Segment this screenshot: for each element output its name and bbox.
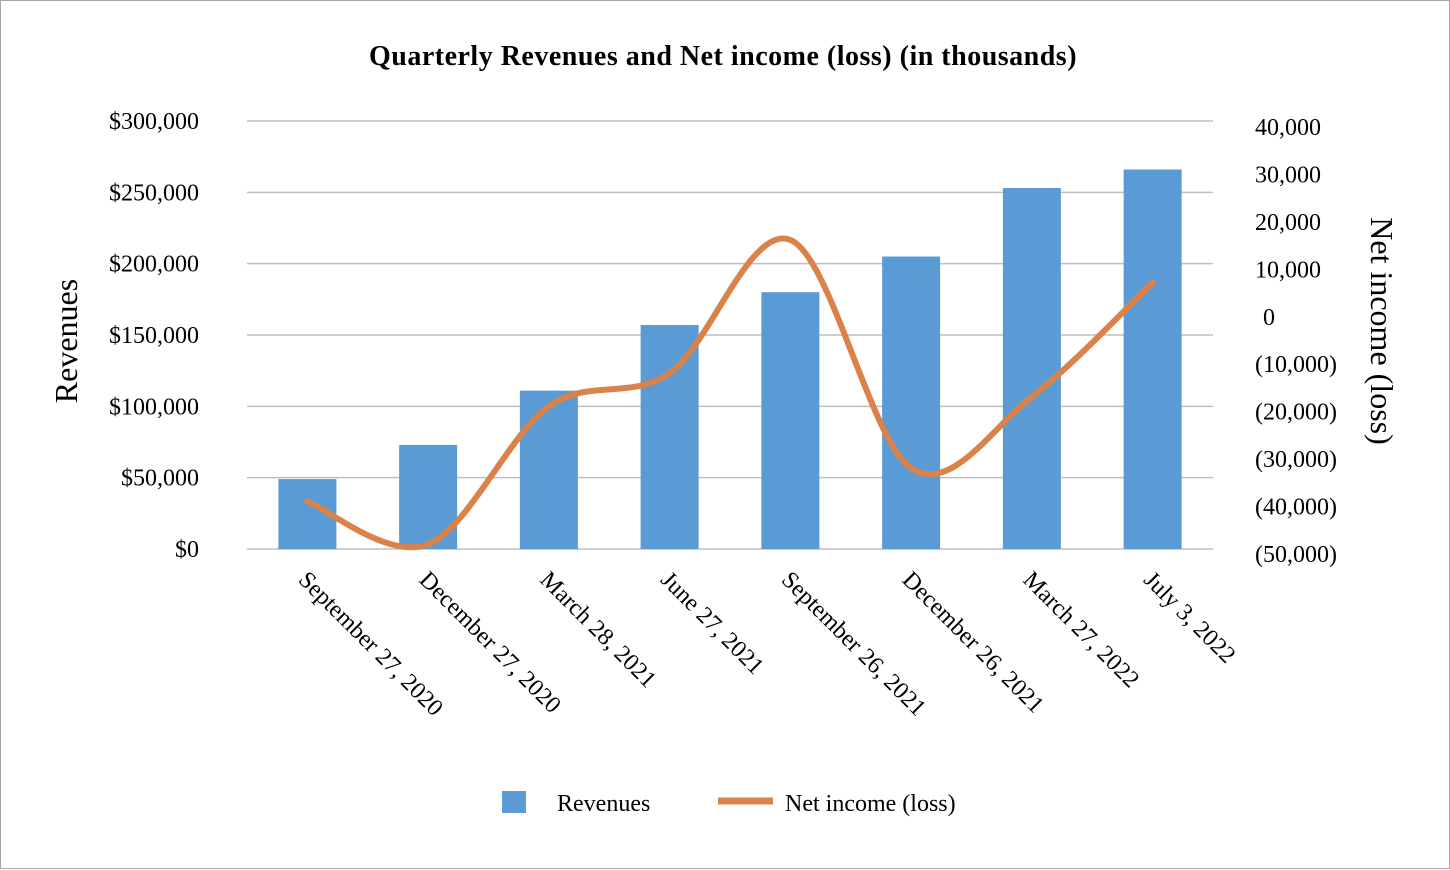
right-tick-label: 0 xyxy=(1263,305,1275,331)
bar-revenues xyxy=(1123,169,1182,550)
x-tick-label: July 3, 2022 xyxy=(1138,567,1240,669)
left-tick-label: $50,000 xyxy=(121,466,199,492)
legend-label-net-income: Net income (loss) xyxy=(785,791,956,817)
right-axis-title: Net income (loss) xyxy=(1364,217,1400,445)
right-axis-ticks: (50,000) (40,000) (30,000) (20,000) (10,000)… xyxy=(1255,115,1337,568)
right-tick-label: 10,000 xyxy=(1255,257,1321,283)
left-tick-label: $100,000 xyxy=(109,394,199,420)
net-income-line xyxy=(304,235,1156,551)
right-tick-label: 40,000 xyxy=(1255,115,1321,141)
revenue-bars xyxy=(278,169,1182,550)
right-tick-label: (50,000) xyxy=(1255,542,1337,568)
legend-label-revenues: Revenues xyxy=(557,791,650,817)
x-tick-label: March 28, 2021 xyxy=(535,567,661,693)
left-tick-label: $0 xyxy=(175,537,199,563)
left-tick-label: $300,000 xyxy=(109,109,199,135)
legend: Revenues Net income (loss) xyxy=(502,791,956,817)
bar-revenues xyxy=(640,325,699,549)
chart-title: Quarterly Revenues and Net income (loss)… xyxy=(369,41,1077,72)
left-axis-title: Revenues xyxy=(48,279,84,403)
bar-revenues xyxy=(761,292,820,549)
bar-revenues xyxy=(519,390,578,549)
right-tick-label: (40,000) xyxy=(1255,495,1337,521)
right-tick-label: 20,000 xyxy=(1255,210,1321,236)
x-tick-label: March 27, 2022 xyxy=(1018,567,1144,693)
legend-swatch-revenues xyxy=(502,791,526,813)
left-tick-label: $250,000 xyxy=(109,180,199,206)
right-tick-label: (30,000) xyxy=(1255,447,1337,473)
left-tick-label: $150,000 xyxy=(109,323,199,349)
left-tick-label: $200,000 xyxy=(109,252,199,278)
right-tick-label: (20,000) xyxy=(1255,400,1337,426)
right-tick-label: (10,000) xyxy=(1255,352,1337,378)
net-income-line-group xyxy=(304,235,1156,551)
bar-revenues xyxy=(1002,188,1061,549)
gridlines xyxy=(247,120,1213,550)
x-tick-label: June 27, 2021 xyxy=(655,567,768,680)
left-axis-ticks: $0 $50,000 $100,000 $150,000 $200,000 $250,00… xyxy=(109,109,199,563)
right-tick-label: 30,000 xyxy=(1255,162,1321,188)
bar-revenues xyxy=(882,256,941,549)
